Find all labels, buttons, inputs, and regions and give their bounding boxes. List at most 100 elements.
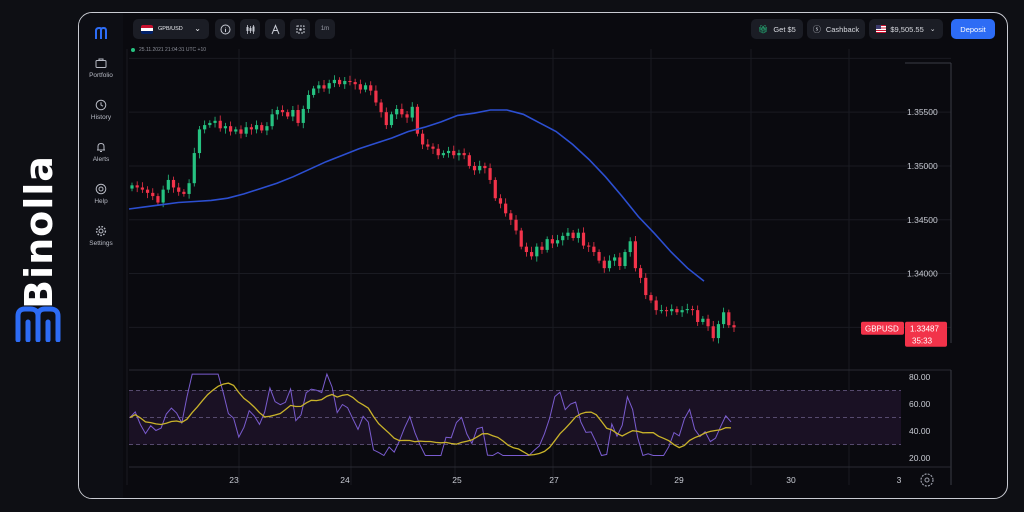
- candle: [415, 104, 420, 137]
- candle: [472, 161, 477, 175]
- candle: [711, 320, 715, 342]
- candle: [280, 105, 285, 117]
- cashback-button[interactable]: ⓢ Cashback: [807, 19, 865, 39]
- price-chart[interactable]: 1.35500 1.35000 1.34500 1.34000 80.00 60.00 4…: [79, 13, 1008, 499]
- candle: [576, 228, 580, 243]
- cashback-label: Cashback: [825, 24, 860, 34]
- chart-type-button[interactable]: [240, 19, 260, 39]
- nav-settings[interactable]: Settings: [79, 225, 123, 247]
- deposit-button[interactable]: Deposit: [951, 19, 995, 39]
- candle: [400, 103, 404, 118]
- candle-body: [618, 257, 622, 267]
- candle: [613, 254, 617, 266]
- candle-body: [446, 150, 451, 154]
- candle: [254, 120, 259, 134]
- candle-body: [234, 129, 238, 132]
- timeframe-button[interactable]: 1m: [315, 19, 335, 39]
- candle-body: [722, 312, 726, 325]
- candle: [550, 235, 554, 249]
- nav-help[interactable]: Help: [79, 183, 123, 205]
- candle: [426, 139, 430, 150]
- candle-body: [348, 80, 352, 83]
- candle-body: [566, 232, 570, 236]
- candle-body: [472, 165, 477, 171]
- candle-body: [587, 245, 591, 247]
- candle-body: [550, 239, 554, 244]
- candle: [317, 81, 321, 94]
- server-time-text: 25.11.2021 21:04:31 UTC +10: [139, 47, 207, 53]
- nav-portfolio[interactable]: Portfolio: [79, 57, 123, 79]
- candle-body: [265, 126, 269, 131]
- candle-body: [244, 127, 248, 134]
- asset-selector[interactable]: GPB/USD ⌄: [133, 19, 209, 39]
- candle: [166, 174, 170, 193]
- indicators-button[interactable]: [290, 19, 310, 39]
- status-dot: [131, 47, 135, 52]
- rsi-tick-label: 40.00: [909, 426, 931, 436]
- candle-body: [607, 260, 612, 269]
- candle: [649, 292, 653, 304]
- account-balance-selector[interactable]: $9,505.55 ⌄: [869, 19, 943, 39]
- candle-body: [488, 168, 492, 180]
- candle: [213, 116, 217, 128]
- candle-body: [343, 80, 347, 85]
- candle-body: [690, 309, 695, 311]
- candle-body: [275, 110, 279, 115]
- date-tick-label: 3: [897, 475, 902, 485]
- chart-settings-button[interactable]: [920, 473, 934, 487]
- info-button[interactable]: [215, 19, 235, 39]
- candle: [229, 121, 233, 136]
- candle-body: [644, 277, 648, 296]
- candle: [379, 99, 383, 118]
- candle-body: [540, 246, 544, 250]
- candle-body: [395, 108, 399, 115]
- candle: [291, 106, 295, 122]
- candle-body: [187, 183, 191, 194]
- candle-body: [327, 83, 331, 89]
- candle-body: [389, 114, 394, 126]
- get-bonus-button[interactable]: 🎁︎ Get $5: [751, 19, 803, 39]
- candle-body: [379, 102, 383, 113]
- candle-body: [151, 192, 155, 197]
- candle: [348, 75, 352, 86]
- candles-icon: [246, 24, 254, 34]
- candle: [208, 120, 212, 128]
- candle: [638, 264, 643, 284]
- candle: [685, 303, 689, 314]
- candle: [405, 110, 409, 123]
- nav-label: History: [90, 114, 112, 121]
- candle: [337, 77, 342, 87]
- candle: [696, 305, 700, 326]
- candle-body: [623, 252, 627, 267]
- candle: [561, 232, 565, 246]
- candle: [716, 320, 721, 344]
- drawing-tools-button[interactable]: [265, 19, 285, 39]
- candle-body: [260, 125, 264, 131]
- info-icon: [220, 24, 230, 34]
- candle-body: [135, 185, 139, 188]
- candle: [566, 228, 570, 240]
- nav-label: Settings: [89, 240, 113, 247]
- server-time: 25.11.2021 21:04:31 UTC +10: [131, 47, 206, 53]
- candle-body: [229, 126, 233, 132]
- gear-icon: [95, 225, 107, 237]
- candle-body: [478, 165, 482, 171]
- clock-icon: [95, 99, 107, 111]
- candle: [436, 144, 440, 160]
- candle: [384, 107, 388, 130]
- nav-history[interactable]: History: [79, 99, 123, 121]
- price-tag-symbol: GBPUSD: [865, 325, 899, 334]
- candle-body: [171, 179, 176, 188]
- asset-pair-label: GPB/USD: [158, 26, 183, 32]
- candle: [644, 273, 648, 300]
- candle-body: [332, 79, 336, 84]
- candle-body: [685, 309, 689, 311]
- nav-alerts[interactable]: Alerts: [79, 141, 123, 163]
- candle: [140, 182, 144, 193]
- candle-body: [254, 125, 259, 130]
- candle: [374, 85, 378, 106]
- candle: [587, 242, 591, 252]
- candle: [618, 252, 622, 271]
- candle-body: [732, 325, 736, 328]
- candle-body: [369, 85, 373, 91]
